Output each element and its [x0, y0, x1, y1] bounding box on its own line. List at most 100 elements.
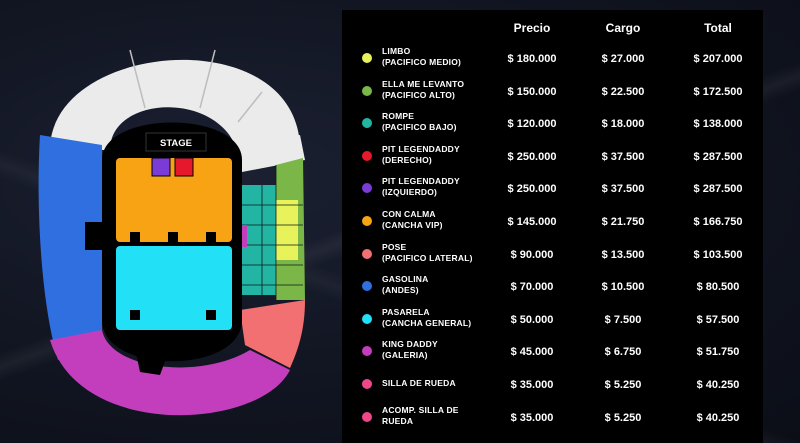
color-dot-icon [362, 150, 372, 161]
section-name-line1: LIMBO [382, 46, 411, 56]
section-name-line2: (ANDES) [382, 285, 419, 296]
section-name-line1: ROMPE [382, 111, 415, 122]
table-row[interactable]: PIT LEGENDADDY (IZQUIERDO) $ 250.000 $ 37.5… [342, 172, 763, 204]
price-cargo: $ 6.750 [604, 346, 642, 359]
section-name: ELLA ME LEVANTO (PACIFICO ALTO) [382, 79, 532, 101]
section-pit-derecho[interactable] [174, 157, 194, 177]
color-dot-icon [362, 118, 372, 129]
price-cargo: $ 21.750 [601, 216, 645, 228]
color-dot-icon [362, 85, 372, 96]
section-name: POSE (PACIFICO LATERAL) [382, 242, 532, 264]
stage-label: STAGE [160, 138, 192, 149]
section-name: PASARELA (CANCHA GENERAL) [382, 307, 532, 329]
section-name-line1: PIT LEGENDADDY [382, 176, 460, 187]
price-cargo: $ 37.500 [601, 183, 645, 196]
table-row[interactable]: GASOLINA (ANDES) $ 70.000 $ 10.500 $ 80.500 [342, 270, 763, 302]
price-total: $ 51.750 [696, 346, 740, 359]
price-precio: $ 45.000 [510, 346, 554, 359]
section-name-line2: RUEDA [382, 415, 414, 426]
price-total: $ 287.500 [693, 150, 743, 163]
section-name-line2: (CANCHA GENERAL) [382, 317, 472, 328]
section-name: CON CALMA (CANCHA VIP) [382, 209, 532, 231]
table-row[interactable]: ACOMP. SILLA DE RUEDA $ 35.000 $ 5.250 $ 40.… [342, 401, 763, 433]
section-name: ROMPE (PACIFICO BAJO) [382, 111, 532, 133]
color-dot-icon [362, 281, 372, 292]
table-row[interactable]: ELLA ME LEVANTO (PACIFICO ALTO) $ 150.000 $… [342, 75, 763, 107]
section-pit-izquierdo[interactable] [151, 157, 171, 177]
section-pacifico-medio[interactable] [276, 200, 298, 260]
section-name-line1: ELLA ME LEVANTO [382, 78, 465, 89]
table-row[interactable]: CON CALMA (CANCHA VIP) $ 145.000 $ 21.750 $ … [342, 205, 763, 237]
header-total: Total [704, 21, 732, 35]
price-precio: $ 70.000 [510, 281, 554, 294]
section-name-line1: SILLA DE RUEDA [382, 378, 456, 388]
color-dot-icon [362, 216, 372, 226]
stage [145, 132, 207, 152]
table-row[interactable]: PIT LEGENDADDY (DERECHO) $ 250.000 $ 37.500… [342, 140, 763, 172]
section-name: PIT LEGENDADDY (DERECHO) [382, 144, 532, 166]
price-total: $ 57.500 [696, 313, 740, 326]
section-name-line1: PIT LEGENDADDY [382, 143, 460, 154]
price-cargo: $ 18.000 [601, 118, 645, 131]
section-cancha-vip[interactable] [116, 158, 232, 242]
price-total: $ 80.500 [696, 281, 740, 294]
section-name-line1: PASARELA [382, 306, 430, 317]
table-row[interactable]: KING DADDY (GALERIA) $ 45.000 $ 6.750 $ 51.7… [342, 335, 763, 367]
color-dot-icon [362, 411, 372, 422]
price-precio: $ 250.000 [507, 183, 557, 196]
price-cargo: $ 7.500 [604, 313, 642, 326]
table-row[interactable]: PASARELA (CANCHA GENERAL) $ 50.000 $ 7.500 $… [342, 303, 763, 335]
table-row[interactable]: ROMPE (PACIFICO BAJO) $ 120.000 $ 18.000 $ 1… [342, 107, 763, 139]
price-cargo: $ 10.500 [601, 281, 645, 294]
price-cargo: $ 27.000 [601, 53, 645, 65]
price-cargo: $ 37.500 [601, 150, 645, 163]
section-name: PIT LEGENDADDY (IZQUIERDO) [382, 176, 532, 198]
color-dot-icon [362, 53, 372, 63]
section-galeria[interactable] [50, 330, 290, 416]
price-precio: $ 90.000 [510, 248, 554, 261]
section-name: SILLA DE RUEDA [382, 378, 532, 389]
section-name: KING DADDY (GALERIA) [382, 339, 532, 361]
section-pacifico-bajo[interactable] [242, 185, 277, 295]
section-name-line1: POSE [382, 241, 407, 252]
color-dot-icon [362, 346, 372, 357]
price-precio: $ 150.000 [507, 85, 557, 98]
section-name-line2: (PACIFICO MEDIO) [382, 57, 462, 67]
section-name: GASOLINA (ANDES) [382, 274, 532, 296]
price-cargo: $ 13.500 [601, 248, 645, 261]
price-cargo: $ 5.250 [604, 379, 642, 391]
price-precio: $ 35.000 [510, 379, 554, 391]
section-cancha-general[interactable] [116, 246, 232, 330]
price-total: $ 172.500 [693, 85, 743, 98]
section-name-line2: (IZQUIERDO) [382, 187, 438, 198]
header-cargo: Cargo [605, 21, 641, 35]
section-name-line1: ACOMP. SILLA DE [382, 404, 459, 415]
header-precio: Precio [513, 21, 551, 35]
color-dot-icon [362, 313, 372, 324]
stadium-map: STAGE [38, 49, 305, 416]
section-name: ACOMP. SILLA DE RUEDA [382, 405, 532, 427]
color-dot-icon [362, 379, 372, 389]
section-name-line1: GASOLINA [382, 274, 429, 285]
price-total: $ 166.750 [693, 216, 743, 228]
section-pacifico-lateral[interactable] [240, 300, 305, 368]
price-total: $ 40.250 [696, 379, 740, 391]
section-name-line1: KING DADDY [382, 339, 438, 350]
price-precio: $ 35.000 [510, 411, 554, 424]
price-total: $ 287.500 [693, 183, 743, 196]
table-row[interactable]: SILLA DE RUEDA $ 35.000 $ 5.250 $ 40.250 [342, 368, 763, 400]
section-andes[interactable] [38, 135, 102, 360]
section-name-line2: (CANCHA VIP) [382, 220, 443, 230]
section-name-line1: CON CALMA [382, 209, 436, 219]
section-name-line2: (PACIFICO LATERAL) [382, 252, 473, 263]
section-name-line2: (DERECHO) [382, 154, 432, 165]
section-name-line2: (GALERIA) [382, 350, 428, 361]
price-total: $ 103.500 [693, 248, 743, 261]
table-row[interactable]: LIMBO (PACIFICO MEDIO) $ 180.000 $ 27.000 $ … [342, 42, 763, 74]
price-precio: $ 180.000 [507, 53, 557, 65]
price-total: $ 40.250 [696, 411, 740, 424]
table-row[interactable]: POSE (PACIFICO LATERAL) $ 90.000 $ 13.500 $ … [342, 238, 763, 270]
price-cargo: $ 22.500 [601, 85, 645, 98]
section-upper-tribune[interactable] [50, 59, 300, 170]
section-name-line2: (PACIFICO BAJO) [382, 122, 457, 133]
